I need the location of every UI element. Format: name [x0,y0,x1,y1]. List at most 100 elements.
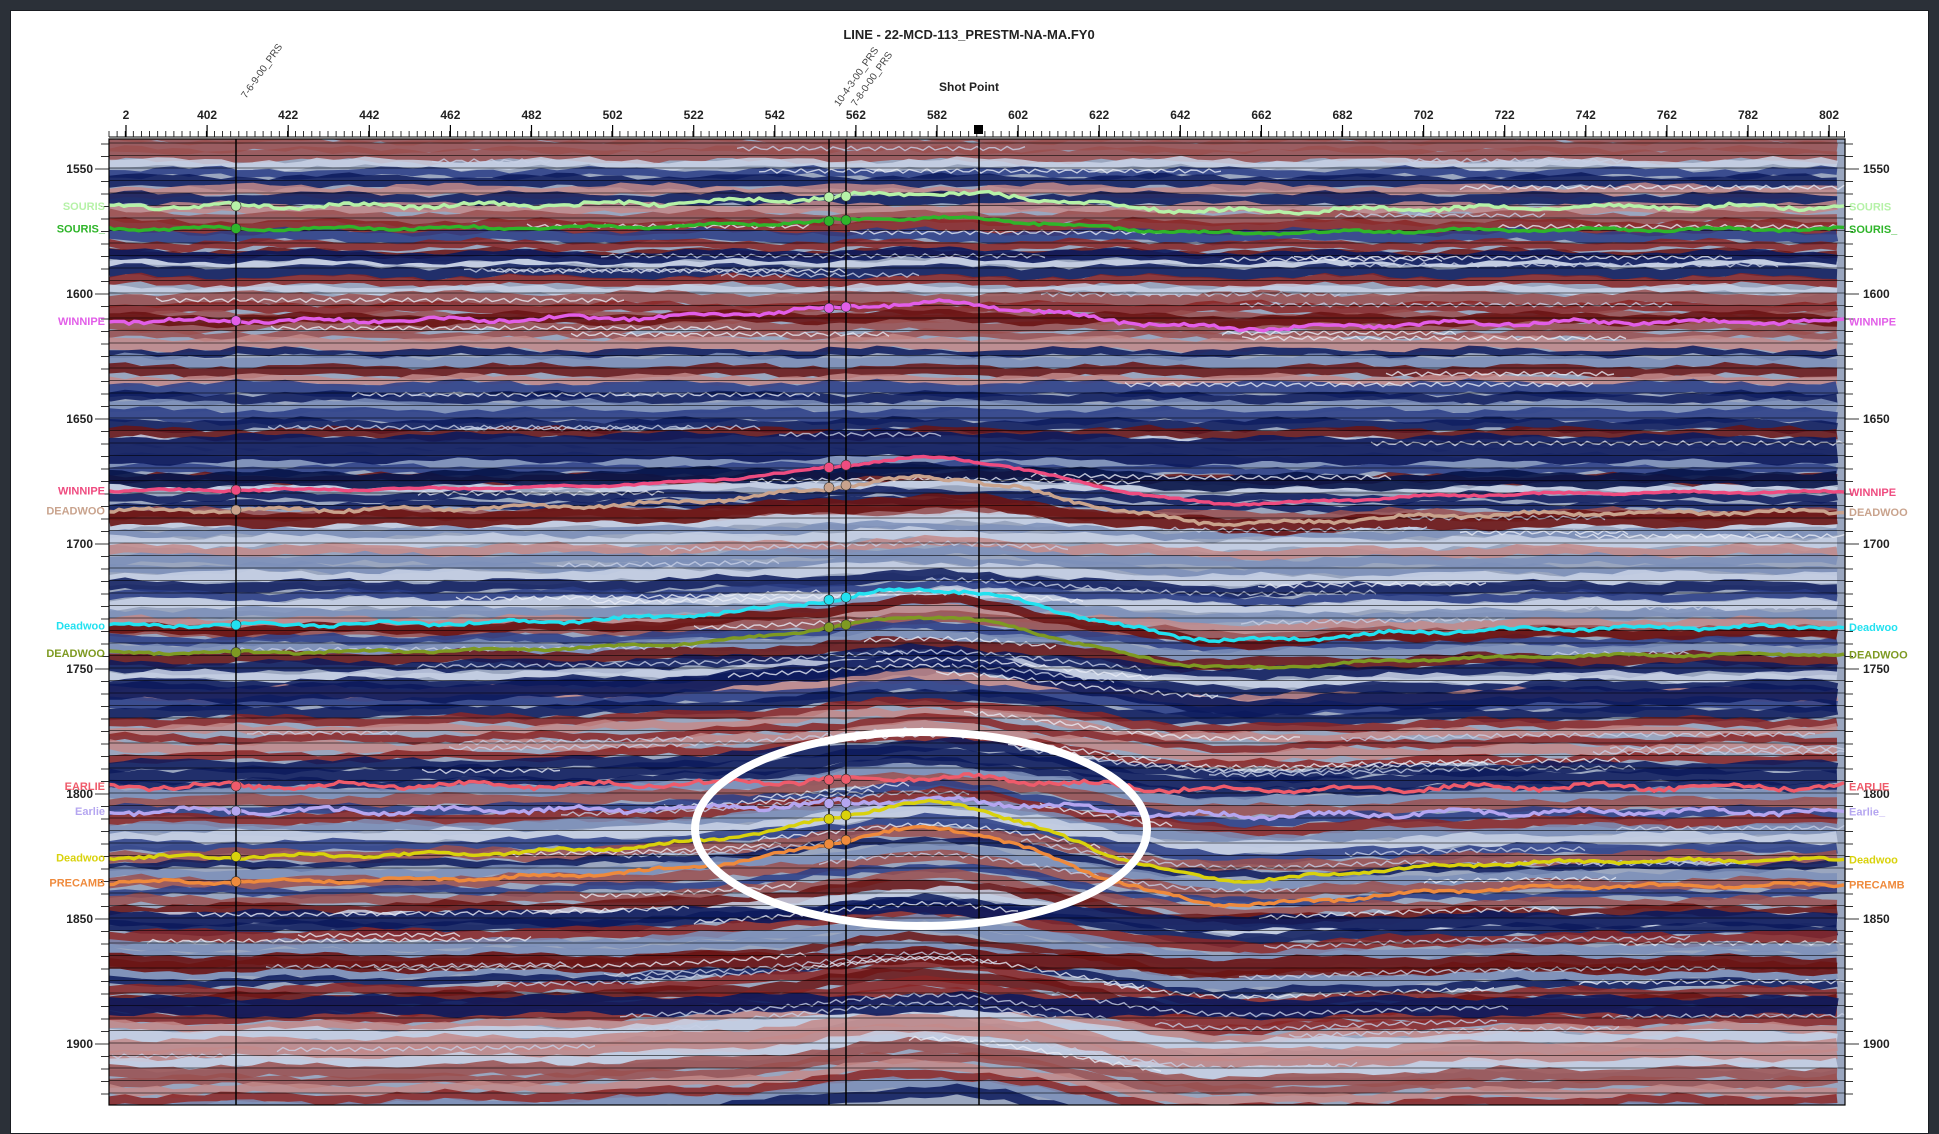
shot-point-tick-label: 642 [1170,108,1190,122]
horizon-label-left: Deadwoo [56,620,105,632]
horizon-line [109,298,1845,333]
horizon-label-right: WINNIPE [1849,487,1896,499]
well-top-marker [840,301,852,313]
horizon-label-right: Earlie_ [1849,807,1886,819]
seismic-plot-area[interactable] [109,103,1929,1130]
well-top-marker [230,315,242,327]
horizon-line [109,795,1845,822]
horizon-label-right: Deadwoo [1849,622,1898,634]
shot-point-tick-label: 802 [1819,108,1839,122]
time-tick-label: 1600 [1863,287,1890,301]
shot-point-tick-label: 422 [278,108,298,122]
shot-point-tick-label: 522 [684,108,704,122]
horizon-label-left: Deadwoo [56,852,105,864]
well-top-marker [230,780,242,792]
well-top-marker [840,214,852,226]
shot-point-tick-label: 762 [1657,108,1677,122]
shot-point-tick-label: 2 [123,108,130,122]
well-top-marker [840,191,852,202]
horizon-label-left: EARLIE [65,781,105,793]
well-top-marker [230,504,242,516]
seismic-figure: LINE - 22-MCD-113_PRESTM-NA-MA.FY0 Shot … [10,10,1929,1134]
horizon-label-right: SOURIS [1849,202,1891,214]
time-tick-label: 1850 [66,912,93,926]
time-tick-label: 1550 [1863,162,1890,176]
well-top-marker [823,838,835,850]
well-top-marker [823,215,835,227]
shot-point-tick-label: 782 [1738,108,1758,122]
well-top-marker [823,302,835,314]
time-tick-label: 1550 [66,162,93,176]
horizon-label-left: SOURIS_ [57,224,106,236]
horizon-line [109,615,1845,670]
time-tick-label: 1900 [1863,1037,1890,1051]
horizon-line [109,772,1845,795]
well-top-marker [840,773,852,785]
well-top-marker [823,621,835,633]
well-top-marker [230,851,242,862]
well-top-marker [840,619,852,631]
amplitude-texture [111,145,1845,1072]
horizon-label-left: Earlie [75,806,105,818]
time-tick-label: 1700 [1863,537,1890,551]
shot-point-tick-label: 542 [765,108,785,122]
well-top-marker [823,594,835,606]
well-top-marker [230,223,242,234]
horizon-line [109,454,1845,507]
shot-point-tick-label: 682 [1332,108,1352,122]
shot-point-tick-label: 722 [1495,108,1515,122]
seismic-section-svg: LINE - 22-MCD-113_PRESTM-NA-MA.FY0 Shot … [46,27,1929,1130]
shot-point-tick-label: 602 [1008,108,1028,122]
well-top-marker [823,191,835,203]
time-tick-label: 1750 [1863,662,1890,676]
well-top-marker [230,200,242,212]
horizon-line [109,586,1845,644]
well-top-marker [840,809,852,821]
shot-point-marker [974,125,983,134]
well-top-marker [840,479,852,491]
well-name-label: 7-6-9-00_PRS [239,42,285,101]
shot-point-label: Shot Point [939,80,999,94]
horizon-lines [109,189,1845,908]
well-top-marker [840,797,852,809]
shot-point-tick-label: 502 [603,108,623,122]
time-axis-right: 1550 1600 1650 1700 1750 1800 1850 1900 [1845,143,1890,1095]
shot-point-tick-label: 662 [1251,108,1271,122]
well-top-marker [230,805,242,817]
time-gridlines [109,142,1845,1094]
well-top-marker [230,647,242,658]
horizon-label-right: DEADWOO [1849,649,1908,661]
time-tick-label: 1900 [66,1037,93,1051]
well-top-marker [230,876,242,887]
horizon-label-left: SOURIS [63,201,105,213]
horizon-line [109,474,1845,527]
well-top-marker [823,462,835,473]
shot-point-tick-label: 582 [927,108,947,122]
horizon-label-left: DEADWOO [46,648,105,660]
shot-point-tick-label: 462 [440,108,460,122]
shot-point-tick-label: 482 [521,108,541,122]
time-tick-label: 1800 [66,787,93,801]
well-top-marker [823,482,835,493]
horizon-label-left: WINNIPE [58,316,105,328]
well-top-marker [230,484,242,496]
time-tick-label: 1650 [66,412,93,426]
shot-point-tick-label: 702 [1414,108,1434,122]
shot-point-axis: 2 402 422 442 462 482 502 522 542 562 582 602 622 642… [108,108,1845,138]
shot-point-tick-label: 562 [846,108,866,122]
well-top-marker [823,774,835,786]
horizon-line [109,824,1845,908]
horizon-line [109,798,1845,884]
horizon-label-left: DEADWOO [46,506,105,518]
horizon-label-right: WINNIPE [1849,317,1896,329]
well-tops [230,191,852,887]
horizon-label-right: Deadwoo [1849,855,1898,867]
shot-point-tick-label: 622 [1089,108,1109,122]
plot-border [108,138,1846,1106]
well-top-marker [823,798,835,809]
well-top-marker [840,591,852,603]
horizon-label-left: PRECAMB [49,877,105,889]
shot-point-tick-label: 742 [1576,108,1596,122]
time-axis-left: 1550 1600 1650 1700 1750 1800 1850 1900 [66,143,109,1095]
